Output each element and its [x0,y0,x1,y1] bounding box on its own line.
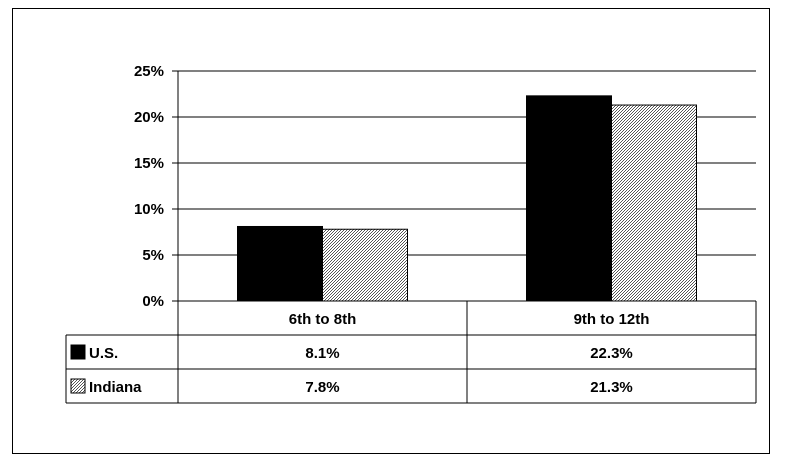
y-tick-label: 5% [142,247,164,264]
bar-indiana-0 [322,228,408,302]
bar-indiana-1 [611,104,697,302]
category-label: 9th to 12th [574,311,650,328]
y-tick-label: 0% [142,293,164,310]
y-tick-label: 15% [134,155,164,172]
y-tick-label: 25% [134,63,164,80]
y-axis: 0% 5% 10% 15% 20% 25% [134,63,179,310]
data-table: 6th to 8th 9th to 12th U.S. 8.1% 22.3% Indian… [65,300,757,404]
y-tick-label: 20% [134,109,164,126]
category-label: 6th to 8th [289,311,357,328]
legend-label: U.S. [89,345,118,362]
data-value-label: 22.3% [590,345,633,362]
bar-u-s--0 [237,225,323,302]
bars [237,95,697,302]
data-value-label: 7.8% [305,379,339,396]
y-tick-label: 10% [134,201,164,218]
legend-key-indiana [70,378,86,394]
data-value-label: 21.3% [590,379,633,396]
bar-u-s--1 [526,95,612,302]
legend-label: Indiana [89,379,142,396]
legend-key-u-s- [70,344,86,360]
data-value-label: 8.1% [305,345,339,362]
